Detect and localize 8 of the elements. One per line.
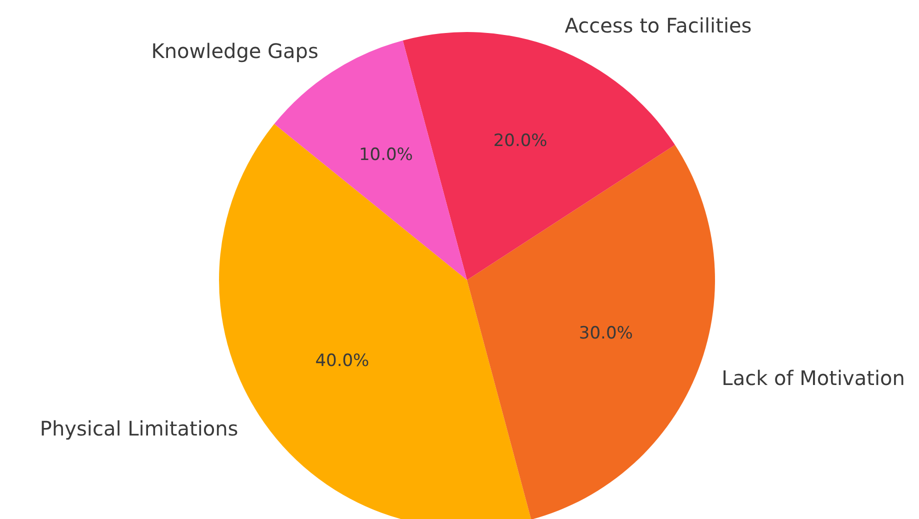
data-label: 40.0% [315, 351, 370, 372]
data-label: 10.0% [358, 145, 413, 166]
slice-label: Access to Facilities [564, 13, 752, 38]
slice-label: Lack of Motivation [722, 366, 905, 390]
data-label: 20.0% [493, 131, 548, 152]
data-label: 30.0% [578, 323, 633, 344]
slice-label: Physical Limitations [40, 416, 238, 441]
slice-label: Knowledge Gaps [151, 39, 318, 64]
